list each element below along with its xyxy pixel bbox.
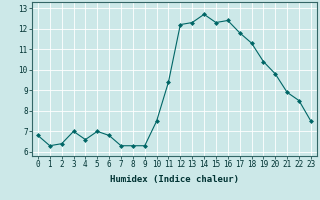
X-axis label: Humidex (Indice chaleur): Humidex (Indice chaleur) [110, 175, 239, 184]
